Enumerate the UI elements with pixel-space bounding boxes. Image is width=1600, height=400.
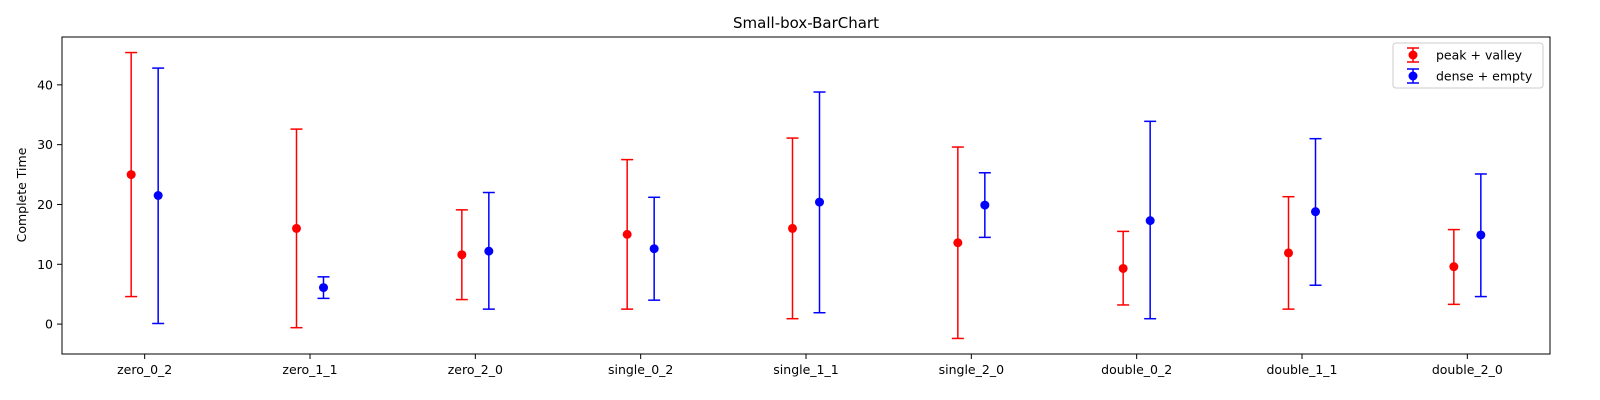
series-0 bbox=[125, 51, 1460, 340]
y-axis-label: Complete Time bbox=[14, 147, 29, 242]
legend: peak + valley dense + empty bbox=[1392, 42, 1544, 89]
data-point bbox=[815, 197, 824, 207]
x-tick-label: single_0_2 bbox=[608, 362, 673, 377]
y-tick-label: 30 bbox=[37, 137, 53, 152]
plot-frame bbox=[61, 36, 1551, 355]
y-tick-label: 10 bbox=[37, 257, 53, 272]
x-tick-label: zero_2_0 bbox=[448, 362, 503, 377]
data-point bbox=[980, 200, 990, 210]
data-point bbox=[1449, 262, 1459, 272]
legend-box bbox=[1392, 42, 1544, 89]
data-point bbox=[319, 283, 328, 293]
data-point bbox=[788, 223, 797, 233]
data-point bbox=[1476, 230, 1486, 240]
x-tick-label: zero_0_2 bbox=[117, 362, 172, 377]
data-point bbox=[1145, 216, 1155, 226]
chart-title: Small-box-BarChart bbox=[733, 14, 879, 32]
data-point bbox=[153, 191, 163, 200]
y-tick-label: 20 bbox=[37, 197, 53, 212]
y-tick-label: 0 bbox=[45, 317, 53, 332]
data-point bbox=[622, 229, 632, 239]
x-tick-label: single_1_1 bbox=[773, 362, 838, 377]
data-point bbox=[1284, 248, 1293, 258]
x-tick-label: single_2_0 bbox=[939, 362, 1004, 377]
x-tick-label: double_1_1 bbox=[1266, 362, 1337, 377]
data-point bbox=[649, 244, 659, 254]
legend-marker-dot bbox=[1408, 71, 1418, 81]
legend-label: dense + empty bbox=[1436, 69, 1533, 84]
legend-label: peak + valley bbox=[1436, 48, 1523, 63]
x-tick-label: double_2_0 bbox=[1432, 362, 1503, 377]
data-point bbox=[484, 246, 494, 256]
data-point bbox=[292, 223, 301, 233]
legend-marker-dot bbox=[1408, 50, 1418, 60]
y-tick-label: 40 bbox=[37, 77, 53, 92]
series-1 bbox=[152, 67, 1487, 325]
data-point bbox=[953, 238, 963, 248]
data-point bbox=[1118, 263, 1128, 273]
plot-area: 0 10 20 30 40 zero_0_2 zero_1_1 zero_2_0 single_… bbox=[37, 51, 1503, 377]
data-point bbox=[457, 250, 467, 260]
x-tick-label: double_0_2 bbox=[1101, 362, 1172, 377]
data-point bbox=[126, 170, 136, 180]
x-tick-label: zero_1_1 bbox=[282, 362, 337, 377]
data-point bbox=[1311, 207, 1320, 217]
